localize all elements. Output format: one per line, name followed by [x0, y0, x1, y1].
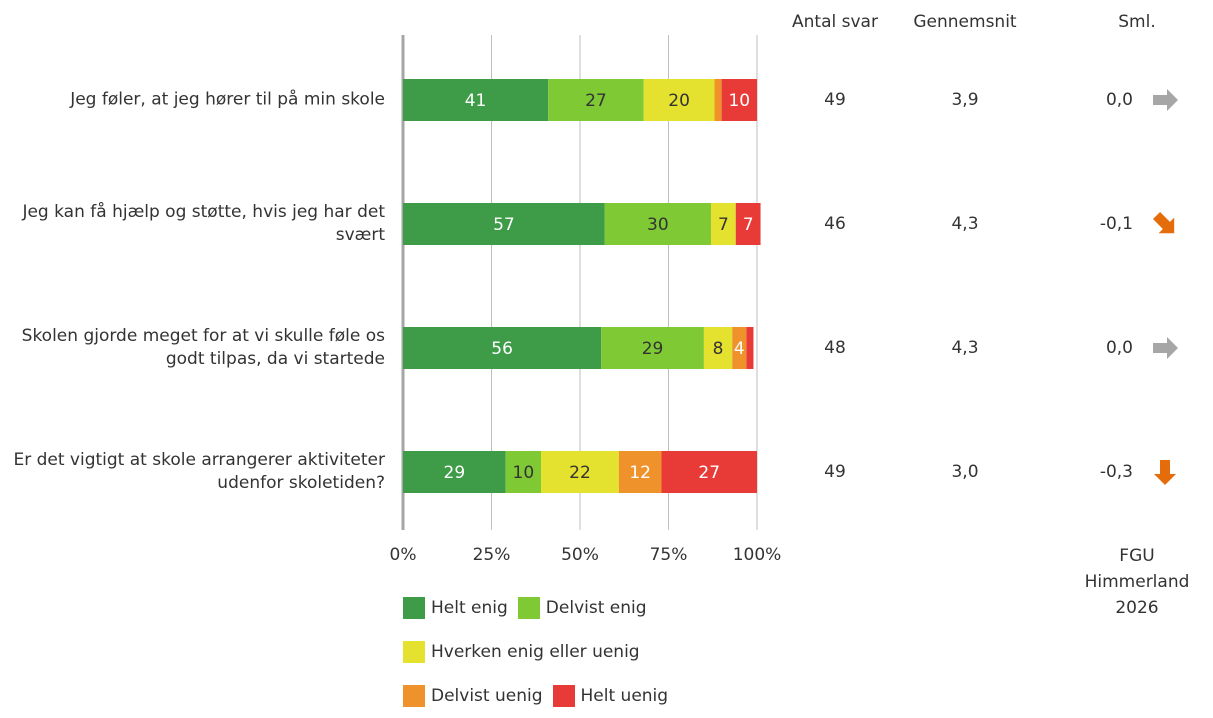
page: 0% 25% 50% 75% 100% 41 27 20 10 57 30 7 7 56 29 8 4 29 10 2… [13, 12, 1190, 707]
data-label: 20 [668, 91, 690, 111]
legend-swatch [403, 641, 425, 663]
bar-segment [403, 451, 506, 493]
legend-label: Helt enig [431, 598, 508, 618]
footer: FGU Himmerland 2026 [1084, 546, 1190, 618]
data-label: 56 [491, 339, 513, 359]
data-label: 41 [465, 91, 487, 111]
legend-label: Helt uenig [580, 686, 669, 706]
legend-item: Hverken enig eller uenig [403, 630, 640, 674]
bar-segment [710, 203, 736, 245]
trend-arrow [1154, 460, 1176, 485]
x-tick-label: 50% [561, 545, 599, 565]
category-label: Jeg føler, at jeg hører til på min skole [70, 89, 385, 110]
bar-segment [746, 327, 754, 369]
data-label: 10 [728, 91, 750, 111]
category-label: Skolen gjorde meget for at vi skulle føl… [21, 326, 385, 369]
bar-segment [548, 79, 644, 121]
bar-segment [732, 327, 747, 369]
legend-item: Helt enig [403, 586, 508, 630]
category-label: Er det vigtigt at skole arrangerer aktiv… [13, 450, 385, 493]
legend-label: Delvist uenig [431, 686, 543, 706]
bar-segment [541, 451, 619, 493]
column-value: 3,9 [951, 90, 978, 110]
x-tick-label: 0% [390, 545, 417, 565]
bar-segment [721, 79, 757, 121]
trend-arrow [1153, 89, 1178, 111]
data-label: 29 [642, 339, 664, 359]
data-label: 7 [718, 215, 729, 235]
column-value: 0,0 [1106, 90, 1133, 110]
legend-item: Delvist uenig [403, 674, 543, 718]
trend-arrow [1153, 337, 1178, 359]
column-value: 49 [824, 462, 846, 482]
data-label: 57 [493, 215, 515, 235]
column-header: Gennemsnit [913, 12, 1017, 32]
bar-segment [604, 203, 711, 245]
column-value: 4,3 [951, 214, 978, 234]
bar-segment [505, 451, 542, 493]
legend-swatch [403, 597, 425, 619]
chart: 0% 25% 50% 75% 100% 41 27 20 10 57 30 7 7 56 29 8 4 29 10 2… [390, 12, 1178, 565]
legend-item: Helt uenig [552, 674, 669, 718]
bar-segment [403, 203, 605, 245]
trend-arrow [1152, 211, 1175, 234]
data-label: 27 [585, 91, 607, 111]
x-tick-label: 75% [650, 545, 688, 565]
data-label: 29 [444, 463, 466, 483]
bar-segment [703, 327, 733, 369]
bar-segment [403, 327, 602, 369]
column-value: 49 [824, 90, 846, 110]
data-label: 30 [647, 215, 669, 235]
data-label: 7 [743, 215, 754, 235]
column-header: Antal svar [792, 12, 878, 32]
data-label: 22 [569, 463, 591, 483]
data-label: 8 [713, 339, 724, 359]
column-value: 0,0 [1106, 338, 1133, 358]
data-label: 4 [734, 339, 745, 359]
bar-segment [735, 203, 761, 245]
bar-segment [643, 79, 715, 121]
bar-segment [714, 79, 722, 121]
legend-item: Delvist enig [517, 586, 647, 630]
legend-swatch [403, 685, 425, 707]
legend-swatch [517, 597, 540, 619]
column-value: -0,3 [1100, 462, 1133, 482]
bar-segment [403, 79, 549, 121]
bar-segment [661, 451, 757, 493]
column-value: -0,1 [1100, 214, 1133, 234]
category-label: Jeg kan få hjælp og støtte, hvis jeg har… [22, 202, 385, 245]
data-label: 27 [698, 463, 720, 483]
bar-segment [618, 451, 662, 493]
data-label: 10 [513, 463, 535, 483]
column-value: 3,0 [951, 462, 978, 482]
data-label: 12 [629, 463, 651, 483]
legend-label: Hverken enig eller uenig [431, 642, 640, 662]
column-header: Sml. [1118, 12, 1155, 32]
x-tick-label: 100% [733, 545, 782, 565]
column-value: 4,3 [951, 338, 978, 358]
bar-segment [601, 327, 704, 369]
legend-swatch [552, 685, 575, 707]
legend-label: Delvist enig [545, 598, 647, 618]
column-value: 48 [824, 338, 846, 358]
legend: Helt enig Delvist enig Hverken enig eller … [403, 586, 723, 718]
x-tick-label: 25% [473, 545, 511, 565]
column-value: 46 [824, 214, 846, 234]
